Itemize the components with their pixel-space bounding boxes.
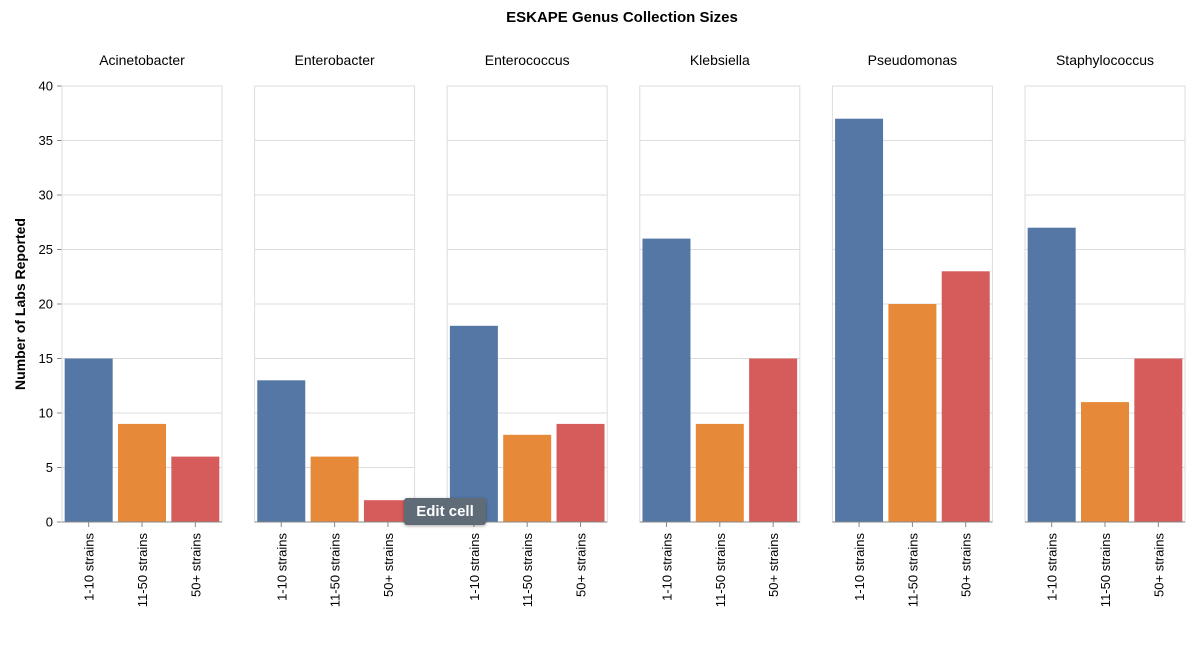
- bar: [171, 456, 220, 522]
- x-tick-label: 50+ strains: [959, 533, 974, 597]
- bar: [118, 423, 166, 522]
- facet-panel: Klebsiella 1-10 strains 11-50 strains 50+ s…: [639, 52, 801, 608]
- x-tick-label: 50+ strains: [381, 533, 396, 597]
- bar: [449, 325, 498, 522]
- x-tick-label: 11-50 strains: [1098, 533, 1113, 608]
- facet-header: Enterococcus: [485, 52, 570, 68]
- facet-header: Acinetobacter: [99, 52, 185, 68]
- x-tick-label: 11-50 strains: [328, 533, 343, 608]
- bar: [363, 500, 412, 522]
- facet-panel: Enterobacter 1-10 strains 11-50 strains 50+…: [254, 52, 416, 608]
- x-tick-label: 11-50 strains: [905, 533, 920, 608]
- bar: [642, 238, 691, 522]
- y-tick-label: 10: [39, 406, 53, 421]
- bar: [1081, 402, 1129, 522]
- y-tick-label: 40: [39, 79, 53, 94]
- bar: [257, 380, 306, 522]
- facet-header: Klebsiella: [690, 52, 750, 68]
- y-tick-label: 5: [46, 460, 53, 475]
- facet-panel: Staphylococcus 1-10 strains 11-50 strains 5…: [1024, 52, 1186, 608]
- x-tick-label: 11-50 strains: [520, 533, 535, 608]
- chart-title: ESKAPE Genus Collection Sizes: [506, 9, 738, 26]
- x-tick-label: 1-10 strains: [274, 533, 289, 601]
- x-tick-label: 1-10 strains: [467, 533, 482, 601]
- x-tick-label: 50+ strains: [574, 533, 589, 597]
- y-axis-label: Number of Labs Reported: [12, 218, 28, 390]
- x-tick-label: 1-10 strains: [1045, 533, 1060, 601]
- x-tick-label: 50+ strains: [188, 533, 203, 597]
- bar: [888, 304, 937, 522]
- bar: [695, 423, 744, 522]
- bar: [941, 271, 990, 522]
- bar: [310, 456, 359, 522]
- facet-header: Staphylococcus: [1056, 52, 1154, 68]
- y-tick-label: 20: [39, 297, 53, 312]
- y-tick-label: 30: [39, 188, 53, 203]
- bar: [503, 434, 552, 522]
- x-tick-label: 11-50 strains: [713, 533, 728, 608]
- y-tick-label: 15: [39, 351, 53, 366]
- y-tick-label: 25: [39, 242, 53, 257]
- bar: [64, 358, 113, 522]
- x-tick-label: 1-10 strains: [852, 533, 867, 601]
- edit-cell-tooltip[interactable]: Edit cell: [404, 498, 486, 525]
- x-tick-label: 50+ strains: [1151, 533, 1166, 597]
- facet-header: Enterobacter: [295, 52, 375, 68]
- y-tick-label: 0: [46, 515, 53, 530]
- facet-panels: Acinetobacter 1-10 strains 11-50 strains 50…: [61, 52, 1186, 608]
- x-tick-label: 11-50 strains: [135, 533, 150, 608]
- bar: [556, 423, 605, 522]
- bar: [749, 358, 798, 522]
- bar: [1134, 358, 1183, 522]
- facet-panel: Enterococcus 1-10 strains 11-50 strains 50+…: [446, 52, 608, 608]
- x-tick-label: 1-10 strains: [82, 533, 97, 601]
- bar: [835, 118, 884, 522]
- facet-header: Pseudomonas: [868, 52, 958, 68]
- facet-panel: Pseudomonas 1-10 strains 11-50 strains 50+ …: [831, 52, 993, 608]
- y-axis: 0 5 10 15 20 25 30 35 40: [39, 79, 63, 530]
- bar: [1027, 227, 1076, 522]
- x-tick-label: 50+ strains: [766, 533, 781, 597]
- facet-panel: Acinetobacter 1-10 strains 11-50 strains 50…: [61, 52, 223, 608]
- y-tick-label: 35: [39, 133, 53, 148]
- x-tick-label: 1-10 strains: [659, 533, 674, 601]
